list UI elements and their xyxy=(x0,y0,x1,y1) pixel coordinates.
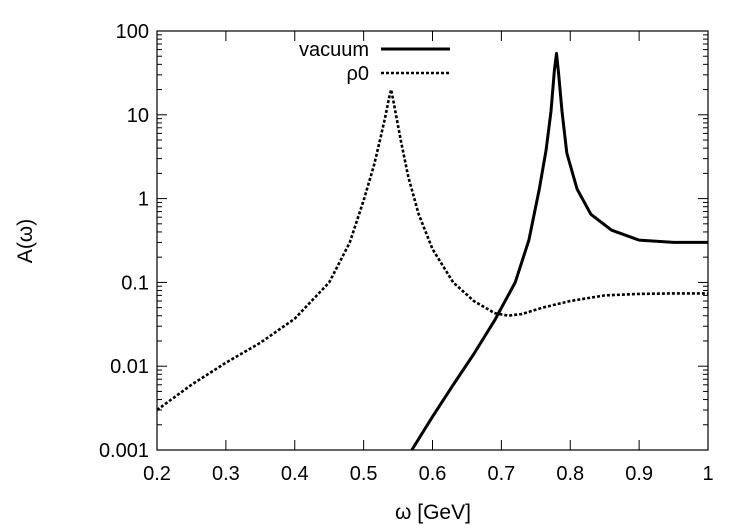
y-axis-label: A(ω) xyxy=(14,219,37,263)
x-tick-label: 0.5 xyxy=(350,463,378,485)
x-tick-label: 0.8 xyxy=(556,463,584,485)
y-tick-label: 0.01 xyxy=(110,356,149,378)
y-axis-ticks: 0.001 0.01 0.1 1 10 100 xyxy=(99,21,708,462)
y-tick-label: 100 xyxy=(116,21,149,43)
y-tick-label: 0.001 xyxy=(99,440,149,462)
x-tick-label: 0.2 xyxy=(143,463,171,485)
series-line-vacuum xyxy=(410,51,708,450)
x-tick-label: 0.4 xyxy=(281,463,309,485)
y-tick-label: 10 xyxy=(127,105,149,127)
legend-label: vacuum xyxy=(299,39,369,61)
series-group xyxy=(157,51,708,450)
plot-frame xyxy=(156,30,709,451)
x-tick-label: 0.7 xyxy=(487,463,515,485)
plot-frame-group xyxy=(156,30,709,451)
x-tick-label: 0.6 xyxy=(419,463,447,485)
x-axis-ticks: 0.2 0.3 0.4 0.5 0.6 0.7 0.8 0.9 1 xyxy=(143,31,714,485)
x-tick-label: 0.3 xyxy=(212,463,240,485)
x-axis-label: ω [GeV] xyxy=(395,501,471,524)
y-tick-label: 0.1 xyxy=(121,272,149,294)
series-line-rho0 xyxy=(157,88,708,412)
x-tick-label: 1 xyxy=(702,463,713,485)
y-tick-label: 1 xyxy=(138,189,149,211)
x-tick-label: 0.9 xyxy=(625,463,653,485)
legend-label: ρ0 xyxy=(347,63,370,85)
